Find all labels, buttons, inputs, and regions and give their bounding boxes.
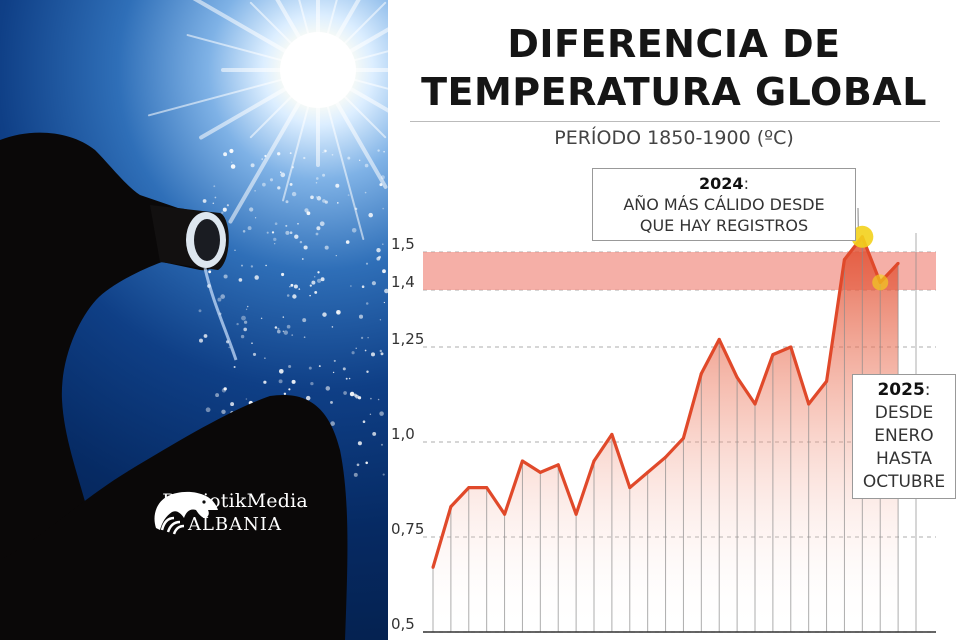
data-point: [807, 402, 811, 406]
data-point: [431, 565, 435, 569]
y-tick-label: 0,5: [391, 615, 415, 633]
callout-2024: 2024: AÑO MÁS CÁLIDO DESDE QUE HAY REGIS…: [592, 168, 856, 241]
data-point: [771, 353, 775, 357]
data-point: [896, 261, 900, 265]
series-area: [433, 236, 899, 633]
callout-2025-line-1: DESDE: [874, 403, 934, 423]
callout-2024-year: 2024: [699, 174, 744, 193]
data-point: [485, 486, 489, 490]
data-point: [538, 470, 542, 474]
data-point: [592, 459, 596, 463]
data-point: [574, 512, 578, 516]
brand-country: ALBANIA: [187, 514, 283, 535]
highlight-marker-2025: [872, 274, 889, 291]
callout-2025-line-3: HASTA: [876, 449, 932, 469]
data-point: [449, 505, 453, 509]
highlight-marker-2024: [851, 225, 874, 248]
title-line-1: DIFERENCIA DE: [507, 22, 841, 66]
data-point: [825, 379, 829, 383]
data-point: [628, 486, 632, 490]
data-point: [717, 337, 721, 341]
brand-logo: PatriotikMedia ALBANIA: [150, 488, 320, 535]
data-point: [664, 455, 668, 459]
callout-2025-year: 2025: [877, 380, 925, 400]
callout-2025-line-4: OCTUBRE: [862, 472, 946, 492]
data-point: [610, 432, 614, 436]
data-point: [646, 470, 650, 474]
y-axis-ticks: 1,5 1,4 1,25 1,0 0,75 0,5: [391, 235, 424, 633]
data-point: [467, 486, 471, 490]
data-point: [556, 463, 560, 467]
data-points: [431, 225, 900, 569]
callout-2024-line-2: QUE HAY REGISTROS: [639, 216, 809, 235]
callout-2025-colon: :: [924, 380, 931, 400]
temperature-chart: 1,5 1,4 1,25 1,0 0,75 0,5: [391, 207, 936, 633]
data-point: [503, 512, 507, 516]
chart-title: DIFERENCIA DE TEMPERATURA GLOBAL: [388, 20, 960, 116]
y-tick-label: 1,5: [391, 235, 415, 253]
photo-background: PatriotikMedia ALBANIA: [0, 0, 388, 640]
callout-2024-line-1: AÑO MÁS CÁLIDO DESDE: [623, 195, 825, 214]
chart-subtitle: PERÍODO 1850-1900 (ºC): [554, 127, 794, 149]
year-drop-lines: [432, 233, 917, 632]
callout-2025-line-2: ENERO: [874, 426, 934, 446]
y-tick-label: 1,4: [391, 273, 415, 291]
data-point: [699, 372, 703, 376]
y-tick-label: 0,75: [391, 520, 424, 538]
callout-2025: 2025: DESDE ENERO HASTA OCTUBRE: [852, 374, 956, 499]
data-point: [681, 436, 685, 440]
title-divider: [410, 121, 940, 122]
data-point: [789, 345, 793, 349]
y-tick-label: 1,0: [391, 425, 415, 443]
y-tick-label: 1,25: [391, 330, 424, 348]
data-point: [753, 402, 757, 406]
data-point: [842, 258, 846, 262]
data-point: [735, 375, 739, 379]
eagle-icon: [154, 491, 218, 535]
data-point: [520, 459, 524, 463]
title-line-2: TEMPERATURA GLOBAL: [421, 70, 927, 114]
sun-and-silhouette-illustration: [0, 0, 388, 640]
callout-2024-colon: :: [743, 174, 749, 193]
